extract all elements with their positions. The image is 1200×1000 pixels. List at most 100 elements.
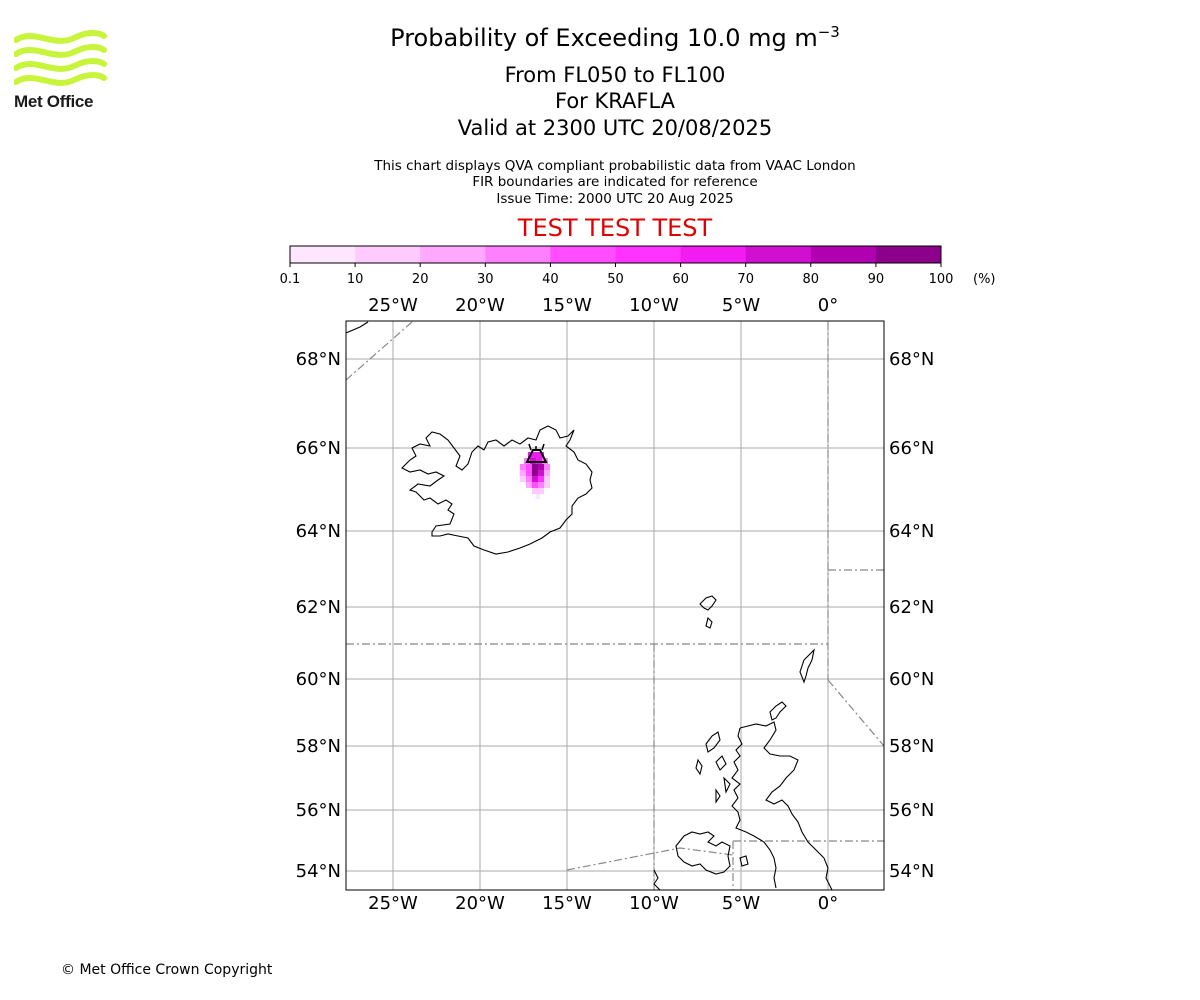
colorbar-segment (355, 246, 421, 263)
latitude-label-right: 58°N (889, 736, 934, 757)
latitude-label-right: 56°N (889, 800, 934, 821)
colorbar: 0.1 10 20 30 40 50 60 70 80 90 100 (%) (280, 245, 996, 287)
colorbar-tick-label: 90 (868, 272, 885, 287)
volcano-name: For KRAFLA (555, 89, 675, 113)
info-line-fir: FIR boundaries are indicated for referen… (472, 174, 758, 190)
coastlines (346, 321, 833, 890)
colorbar-tick-label: 10 (347, 272, 364, 287)
plume-cell (538, 482, 544, 488)
plume-cell (532, 464, 538, 470)
plume-cell (528, 452, 544, 460)
latitude-label-left: 56°N (296, 800, 341, 821)
colorbar-segment (745, 246, 812, 263)
plume-cell (544, 464, 550, 470)
longitude-label: 5°W (722, 295, 760, 316)
fir-boundary-south (566, 847, 734, 871)
longitude-label: 0° (818, 295, 838, 316)
map-frame (345, 320, 885, 891)
plume-cell (538, 476, 544, 482)
colorbar-tick-label: 30 (477, 272, 494, 287)
fir-boundaries (346, 321, 884, 890)
latitude-label-left: 58°N (296, 736, 341, 757)
latitude-label-right: 62°N (889, 597, 934, 618)
flight-level-range: From FL050 to FL100 (504, 63, 726, 87)
latitude-label-right: 54°N (889, 861, 934, 882)
latitude-label-left: 60°N (296, 669, 341, 690)
colorbar-segment (420, 246, 486, 263)
chart-title: Probability of Exceeding 10.0 mg m−3 (390, 23, 840, 52)
iceland-coast (401, 425, 593, 555)
longitude-label: 10°W (629, 893, 679, 914)
plume-cell (532, 476, 538, 482)
latitude-label-right: 66°N (889, 438, 934, 459)
fir-boundary-nw (346, 321, 413, 381)
volcano-triangle-icon (525, 443, 548, 463)
isle-of-man (739, 855, 749, 867)
plume-cell (536, 494, 540, 499)
met-office-logo-text: Met Office (14, 92, 94, 111)
longitude-label: 5°W (722, 893, 760, 914)
plume-cell (526, 464, 532, 470)
copyright-notice: © Met Office Crown Copyright (61, 962, 273, 978)
plume-cell (538, 464, 544, 470)
latitude-label-left: 68°N (296, 349, 341, 370)
colorbar-segment (485, 246, 551, 263)
shetland-islands (799, 648, 815, 684)
latitude-label-left: 66°N (296, 438, 341, 459)
plume-cell (538, 488, 544, 494)
plume-cell (520, 464, 526, 470)
latitude-label-left: 64°N (296, 521, 341, 542)
colorbar-segment (615, 246, 682, 263)
plume-cell (520, 470, 526, 476)
fir-boundary-ne (827, 679, 884, 747)
plume-cell (532, 482, 538, 488)
axis-labels: 25°W 25°W 20°W 20°W 15°W 15°W 10°W 10°W 5°W 5°W 0°… (296, 295, 935, 914)
latitude-label-right: 60°N (889, 669, 934, 690)
colorbar-unit: (%) (973, 272, 996, 287)
longitude-label: 15°W (542, 295, 592, 316)
colorbar-tick-label: 50 (607, 272, 624, 287)
orkney-islands (769, 701, 787, 721)
graticule (346, 321, 884, 890)
test-banner: TEST TEST TEST (517, 214, 713, 242)
plume-cell (520, 476, 526, 482)
info-line-qva: This chart displays QVA compliant probab… (374, 158, 856, 174)
met-office-logo (14, 30, 107, 86)
colorbar-segment (680, 246, 747, 263)
longitude-label: 25°W (368, 295, 418, 316)
latitude-label-left: 54°N (296, 861, 341, 882)
plume-cell (538, 470, 544, 476)
plume-cell (544, 470, 550, 476)
plume-cell (544, 482, 550, 488)
ireland-coast (653, 831, 731, 890)
latitude-label-left: 62°N (296, 597, 341, 618)
plume-cell (544, 476, 550, 482)
plume-cell (532, 470, 538, 476)
plume-cell (526, 476, 532, 482)
title-exponent: −3 (817, 23, 840, 41)
colorbar-tick-label: 40 (542, 272, 559, 287)
hebrides (695, 731, 731, 804)
colorbar-tick-label: 60 (672, 272, 689, 287)
longitude-label: 15°W (542, 893, 592, 914)
colorbar-segment (875, 246, 942, 263)
issue-time: Issue Time: 2000 UTC 20 Aug 2025 (496, 191, 734, 207)
valid-time: Valid at 2300 UTC 20/08/2025 (457, 116, 773, 140)
colorbar-tick-label: 20 (412, 272, 429, 287)
colorbar-tick-label: 80 (803, 272, 820, 287)
plume-cell (526, 470, 532, 476)
colorbar-tick-label: 70 (737, 272, 754, 287)
faroe-islands (699, 595, 717, 629)
longitude-label: 0° (818, 893, 838, 914)
colorbar-segment (550, 246, 616, 263)
longitude-label: 20°W (455, 893, 505, 914)
longitude-label: 10°W (629, 295, 679, 316)
scotland-coast (731, 721, 833, 890)
longitude-label: 25°W (368, 893, 418, 914)
greenland-coast (346, 321, 369, 334)
longitude-label: 20°W (455, 295, 505, 316)
latitude-label-right: 64°N (889, 521, 934, 542)
colorbar-tick-label: 0.1 (280, 272, 301, 287)
plume-cell (526, 482, 532, 488)
